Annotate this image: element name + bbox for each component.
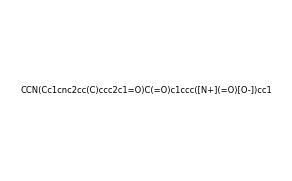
Text: CCN(Cc1cnc2cc(C)ccc2c1=O)C(=O)c1ccc([N+](=O)[O-])cc1: CCN(Cc1cnc2cc(C)ccc2c1=O)C(=O)c1ccc([N+]… [20, 86, 272, 95]
